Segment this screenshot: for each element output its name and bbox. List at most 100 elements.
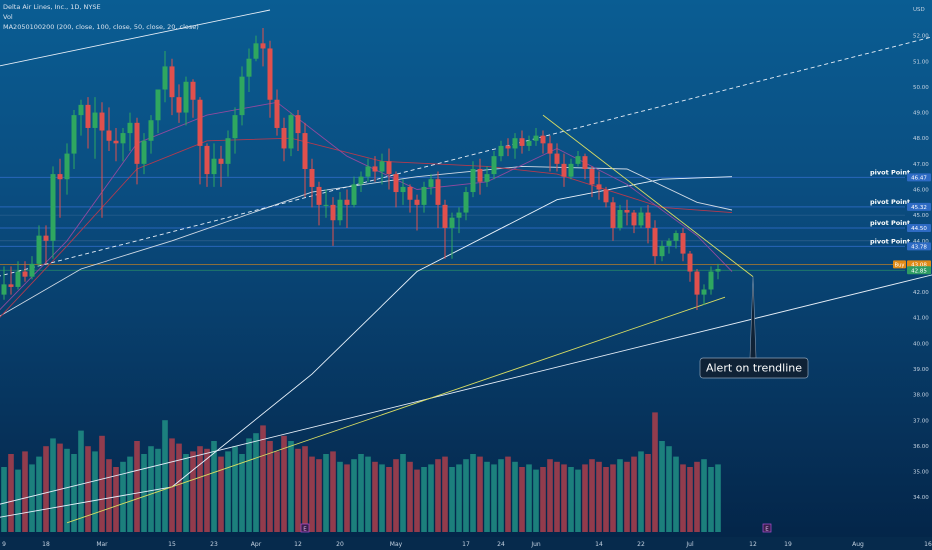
annotation-box (699, 357, 809, 379)
volume-bar (211, 441, 217, 532)
volume-bar (708, 467, 714, 532)
volume-bar (92, 451, 98, 532)
candle-body (78, 104, 84, 116)
volume-bar (372, 461, 378, 532)
candle-body (442, 204, 448, 228)
candle-body (491, 156, 497, 175)
y-tick-label: 40.00 (913, 341, 929, 347)
volume-bar (505, 456, 511, 532)
volume-bar (638, 451, 644, 532)
volume-bar (645, 454, 651, 532)
volume-bar (204, 448, 210, 532)
candle-body (610, 202, 616, 228)
candle-body (365, 166, 371, 177)
candle-body (477, 168, 483, 182)
volume-bar (561, 464, 567, 532)
y-tick-label: 51.00 (913, 59, 929, 65)
candle-body (701, 289, 707, 295)
candle-body (561, 163, 567, 177)
candle-body (106, 130, 112, 141)
candle-body (267, 48, 273, 100)
pivot-label: pivot Point (870, 168, 910, 176)
volume-bar (582, 464, 588, 532)
candle-body (218, 158, 224, 164)
candle-body (414, 199, 420, 205)
candle-body (253, 43, 259, 59)
candle-body (540, 135, 546, 144)
price-badge (907, 266, 931, 275)
ma100-line (0, 165, 733, 317)
candle-body (715, 268, 721, 272)
candle-body (50, 174, 56, 241)
volume-bar (85, 446, 91, 532)
price-badge-value: 42.85 (911, 268, 927, 274)
trendline-support (0, 274, 932, 505)
price-badge-value: 43.08 (911, 263, 927, 269)
volume-bar (43, 446, 49, 532)
candle-body (533, 135, 539, 141)
x-tick-label: 17 (462, 541, 470, 548)
volume-bar (50, 438, 56, 532)
y-tick-label: 48.00 (913, 136, 929, 142)
candle-body (239, 76, 245, 116)
y-tick-label: 45.00 (913, 213, 929, 219)
volume-bar (617, 459, 623, 532)
pivot-badge-value: 43.78 (911, 245, 927, 251)
trendline-support-yellow (66, 296, 726, 524)
candle-body (29, 263, 35, 277)
x-tick-label: Mar (96, 541, 108, 548)
ma-legend[interactable]: MA20501002​00 (200, close, 100, close, 5… (3, 23, 199, 31)
candle-body (71, 115, 77, 154)
symbol-title[interactable]: Delta Air Lines, Inc., 1D, NYSE (3, 3, 101, 11)
candle-body (274, 99, 280, 128)
volume-bar (246, 438, 252, 532)
candle-body (323, 204, 329, 206)
candle-body (92, 112, 98, 128)
volume-bar (113, 467, 119, 532)
candle-body (575, 156, 581, 164)
volume-bar (148, 446, 154, 532)
candle-body (134, 122, 140, 164)
trendline-upper-channel (0, 9, 271, 67)
candle-body (512, 138, 518, 149)
volume-bar (218, 456, 224, 532)
candle-body (526, 140, 532, 146)
volume-bar (99, 435, 105, 532)
candle-body (197, 99, 203, 146)
candle-body (652, 227, 658, 257)
volume-bar (407, 461, 413, 532)
volume-bar (701, 459, 707, 532)
candle-body (351, 184, 357, 205)
volume-bar (512, 461, 518, 532)
volume-bar (302, 446, 308, 532)
x-tick-label: 12 (294, 541, 302, 548)
x-tick-label: 9 (2, 541, 6, 548)
candle-body (582, 156, 588, 169)
volume-bar (155, 448, 161, 532)
candle-body (659, 245, 665, 257)
event-marker (762, 523, 772, 533)
x-tick-label: 22 (637, 541, 645, 548)
x-axis-band (0, 537, 932, 550)
candle-body (449, 217, 455, 228)
pivot-label: pivot Point (870, 219, 910, 227)
volume-bar (232, 446, 238, 532)
candle-body (36, 235, 42, 264)
candle-body (330, 204, 336, 221)
x-tick-label: Jul (685, 541, 694, 548)
candle-body (617, 210, 623, 228)
x-tick-label: 15 (168, 541, 176, 548)
annotation-pointer (749, 276, 757, 359)
volume-bar (589, 459, 595, 532)
y-tick-label: 47.00 (913, 162, 929, 168)
volume-bar (260, 425, 266, 532)
volume-bar (687, 467, 693, 532)
x-tick-label: Aug (852, 541, 864, 548)
volume-bar (1, 467, 7, 532)
volume-bar (393, 459, 399, 532)
y-tick-label: 34.00 (913, 495, 929, 501)
candle-body (694, 271, 700, 295)
volume-legend[interactable]: Vol (3, 13, 13, 21)
candle-body (246, 58, 252, 77)
x-tick-label: May (390, 541, 403, 548)
